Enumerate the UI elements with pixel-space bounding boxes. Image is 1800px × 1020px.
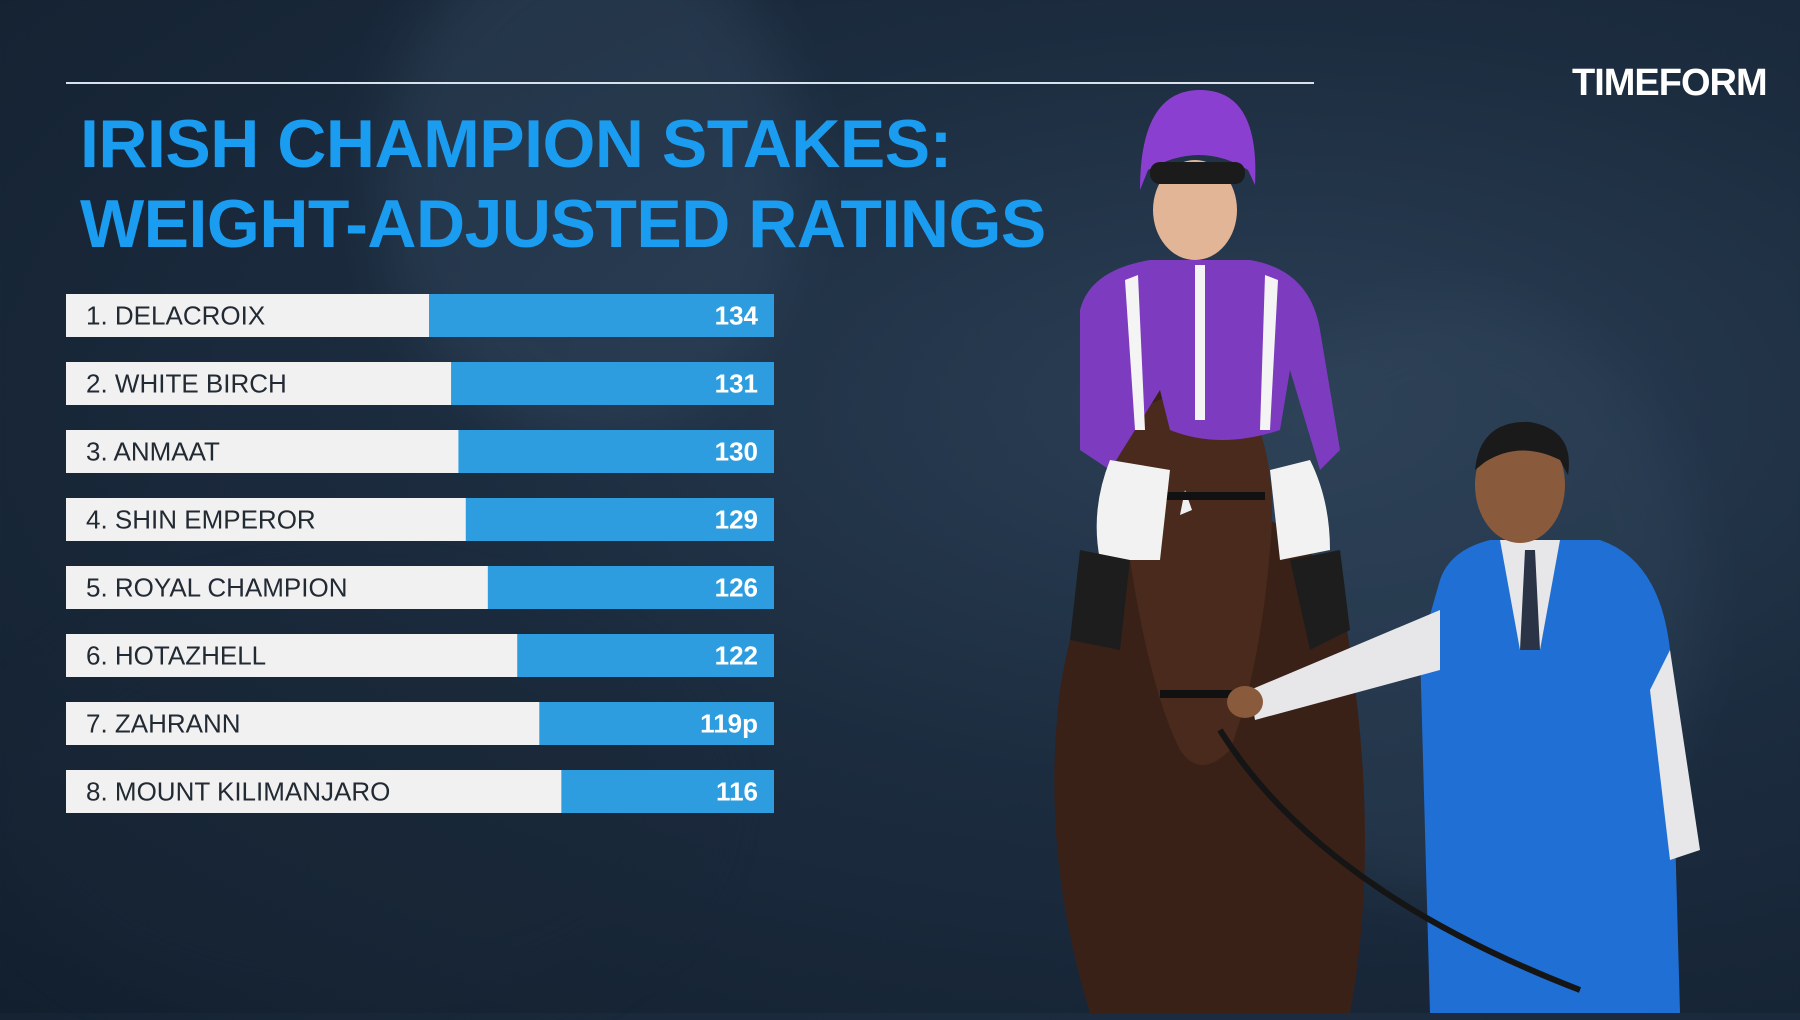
bar xyxy=(487,566,774,609)
page-title: IRISH CHAMPION STAKES: WEIGHT-ADJUSTED R… xyxy=(80,104,1046,264)
title-line-1: IRISH CHAMPION STAKES: xyxy=(80,106,952,182)
bar-label: 4. SHIN EMPEROR xyxy=(86,505,316,535)
bar-value-label: 116 xyxy=(716,777,758,807)
bar-value-label: 131 xyxy=(715,369,758,399)
bar xyxy=(451,362,774,405)
bar xyxy=(465,498,774,541)
bar xyxy=(517,634,774,677)
bar-label: 3. ANMAAT xyxy=(86,437,220,467)
bar-value-label: 126 xyxy=(715,573,758,603)
timeform-logo: TIMEFORM xyxy=(1572,62,1768,104)
bar-value-label: 130 xyxy=(715,437,758,467)
bar xyxy=(539,702,774,745)
bar-label: 2. WHITE BIRCH xyxy=(86,369,287,399)
bar-label: 1. DELACROIX xyxy=(86,301,265,331)
bar xyxy=(458,430,774,473)
header-rule xyxy=(66,82,1314,84)
bar-value-label: 134 xyxy=(715,301,759,331)
bar xyxy=(429,294,774,337)
jockey-horse-groom-photo xyxy=(1054,90,1700,1013)
bar-label: 6. HOTAZHELL xyxy=(86,641,266,671)
bar-value-label: 122 xyxy=(715,641,758,671)
bar xyxy=(561,770,774,813)
bar-label: 5. ROYAL CHAMPION xyxy=(86,573,348,603)
bar-label: 8. MOUNT KILIMANJARO xyxy=(86,777,390,807)
bar-label: 7. ZAHRANN xyxy=(86,709,241,739)
bar-value-label: 129 xyxy=(715,505,758,535)
ratings-bar-chart: 1. DELACROIX 134 2. WHITE BIRCH 131 3. ANMAA… xyxy=(66,294,774,813)
bar-value-label: 119p xyxy=(700,709,758,739)
title-line-2: WEIGHT-ADJUSTED RATINGS xyxy=(80,186,1046,262)
